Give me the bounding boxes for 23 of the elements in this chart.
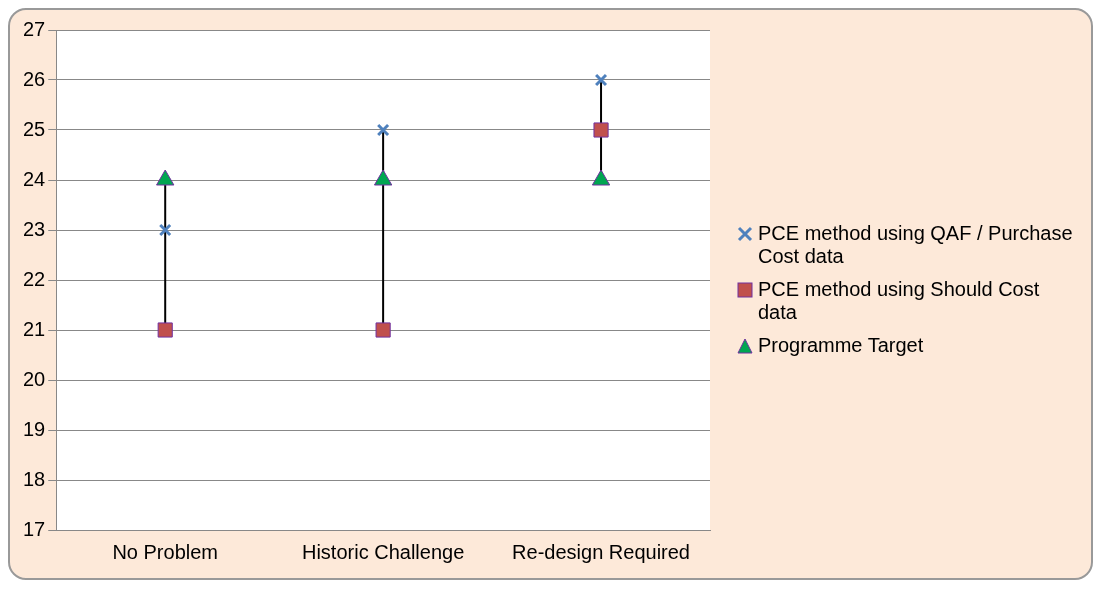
point <box>376 123 390 137</box>
y-tick-label: 26 <box>23 67 46 90</box>
legend-label: PCE method using QAF / Purchase Cost data <box>758 221 1074 268</box>
y-tick-label: 27 <box>23 17 46 40</box>
x-tick-label: Historic Challenge <box>301 540 465 563</box>
point <box>593 122 609 138</box>
point <box>375 322 391 338</box>
legend-label: PCE method using Should Cost data <box>758 277 1041 324</box>
y-tick-label: 25 <box>23 117 46 140</box>
y-tick-label: 24 <box>23 167 46 190</box>
point <box>594 73 608 87</box>
y-tick-label: 22 <box>23 267 46 290</box>
y-tick-label: 18 <box>23 467 46 490</box>
legend-label: Programme Target <box>758 333 924 357</box>
y-tick-label: 20 <box>23 367 46 390</box>
point <box>157 322 173 338</box>
y-tick-label: 17 <box>23 517 46 540</box>
x-tick-label: Re-design Required <box>512 540 690 563</box>
point <box>158 223 172 237</box>
x-tick-label: No Problem <box>112 540 219 563</box>
y-tick-label: 21 <box>23 317 46 340</box>
y-tick-label: 19 <box>23 417 46 440</box>
y-tick-label: 23 <box>23 217 46 240</box>
